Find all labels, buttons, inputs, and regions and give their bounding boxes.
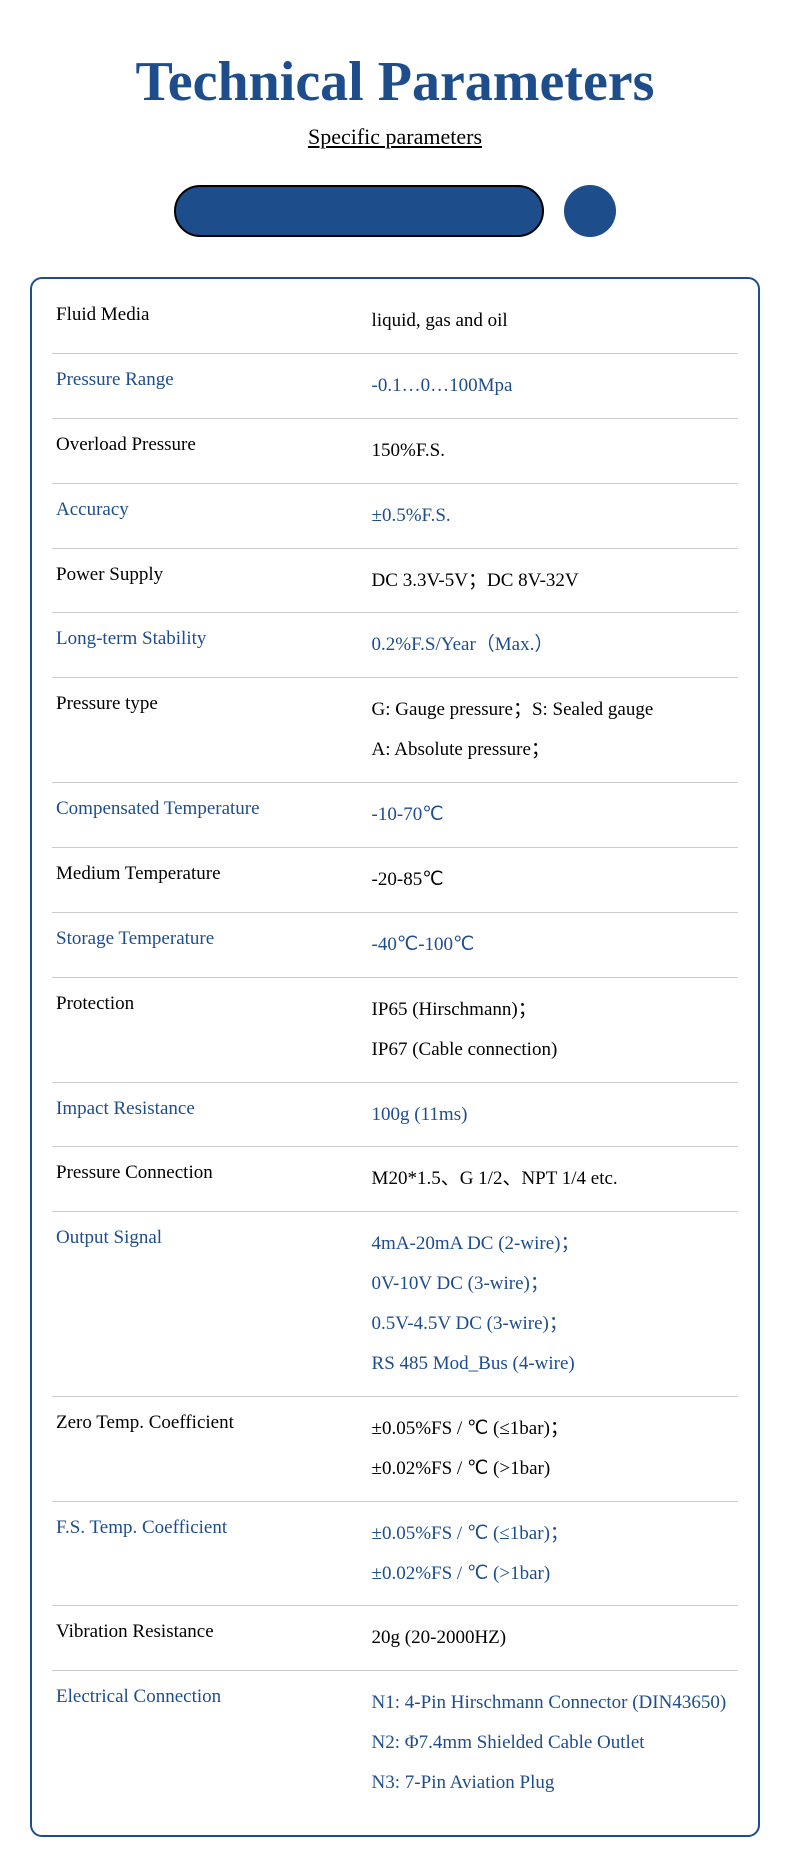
spec-table: Fluid Medialiquid, gas and oilPressure R… <box>52 289 738 1815</box>
subtitle: Specific parameters <box>0 124 790 150</box>
table-row: Output Signal4mA-20mA DC (2-wire)；0V-10V… <box>52 1212 738 1397</box>
decorator-circle <box>564 185 616 237</box>
spec-value: liquid, gas and oil <box>368 289 738 353</box>
page-title: Technical Parameters <box>0 50 790 114</box>
spec-label: Zero Temp. Coefficient <box>52 1396 368 1501</box>
spec-label: Pressure type <box>52 678 368 783</box>
table-row: F.S. Temp. Coefficient±0.05%FS / ℃ (≤1ba… <box>52 1501 738 1606</box>
spec-value: N1: 4-Pin Hirschmann Connector (DIN43650… <box>368 1671 738 1815</box>
spec-value: -10-70℃ <box>368 783 738 848</box>
spec-label: Output Signal <box>52 1212 368 1397</box>
spec-value: -20-85℃ <box>368 848 738 913</box>
table-row: Long-term Stability0.2%F.S/Year（Max.） <box>52 613 738 678</box>
spec-label: Accuracy <box>52 483 368 548</box>
spec-label: Pressure Range <box>52 353 368 418</box>
spec-label: Overload Pressure <box>52 418 368 483</box>
spec-label: Storage Temperature <box>52 912 368 977</box>
table-row: Power SupplyDC 3.3V-5V；DC 8V-32V <box>52 548 738 613</box>
spec-value: M20*1.5、G 1/2、NPT 1/4 etc. <box>368 1147 738 1212</box>
table-row: Pressure typeG: Gauge pressure；S: Sealed… <box>52 678 738 783</box>
spec-label: Vibration Resistance <box>52 1606 368 1671</box>
spec-value: 20g (20-2000HZ) <box>368 1606 738 1671</box>
spec-value: IP65 (Hirschmann)；IP67 (Cable connection… <box>368 977 738 1082</box>
table-row: Storage Temperature-40℃-100℃ <box>52 912 738 977</box>
spec-value: ±0.05%FS / ℃ (≤1bar)；±0.02%FS / ℃ (>1bar… <box>368 1396 738 1501</box>
spec-value: 0.2%F.S/Year（Max.） <box>368 613 738 678</box>
decorator-row <box>0 185 790 237</box>
spec-value: 100g (11ms) <box>368 1082 738 1147</box>
spec-value: G: Gauge pressure；S: Sealed gaugeA: Abso… <box>368 678 738 783</box>
table-row: Compensated Temperature-10-70℃ <box>52 783 738 848</box>
spec-value: 4mA-20mA DC (2-wire)；0V-10V DC (3-wire)；… <box>368 1212 738 1397</box>
spec-value: 150%F.S. <box>368 418 738 483</box>
spec-value: ±0.05%FS / ℃ (≤1bar)；±0.02%FS / ℃ (>1bar… <box>368 1501 738 1606</box>
spec-value: ±0.5%F.S. <box>368 483 738 548</box>
spec-value: -40℃-100℃ <box>368 912 738 977</box>
spec-label: Impact Resistance <box>52 1082 368 1147</box>
table-row: Electrical ConnectionN1: 4-Pin Hirschman… <box>52 1671 738 1815</box>
spec-value: -0.1…0…100Mpa <box>368 353 738 418</box>
table-row: Accuracy±0.5%F.S. <box>52 483 738 548</box>
table-row: Fluid Medialiquid, gas and oil <box>52 289 738 353</box>
spec-label: Medium Temperature <box>52 848 368 913</box>
table-row: Zero Temp. Coefficient±0.05%FS / ℃ (≤1ba… <box>52 1396 738 1501</box>
spec-value: DC 3.3V-5V；DC 8V-32V <box>368 548 738 613</box>
table-row: Impact Resistance100g (11ms) <box>52 1082 738 1147</box>
table-row: Overload Pressure150%F.S. <box>52 418 738 483</box>
table-row: Pressure Range-0.1…0…100Mpa <box>52 353 738 418</box>
table-row: Vibration Resistance20g (20-2000HZ) <box>52 1606 738 1671</box>
decorator-pill <box>174 185 544 237</box>
spec-label: Protection <box>52 977 368 1082</box>
table-row: Pressure ConnectionM20*1.5、G 1/2、NPT 1/4… <box>52 1147 738 1212</box>
table-row: Medium Temperature-20-85℃ <box>52 848 738 913</box>
spec-label: Power Supply <box>52 548 368 613</box>
table-row: ProtectionIP65 (Hirschmann)；IP67 (Cable … <box>52 977 738 1082</box>
spec-label: F.S. Temp. Coefficient <box>52 1501 368 1606</box>
spec-label: Compensated Temperature <box>52 783 368 848</box>
spec-table-container: Fluid Medialiquid, gas and oilPressure R… <box>30 277 760 1837</box>
spec-label: Electrical Connection <box>52 1671 368 1815</box>
spec-label: Fluid Media <box>52 289 368 353</box>
spec-label: Pressure Connection <box>52 1147 368 1212</box>
spec-label: Long-term Stability <box>52 613 368 678</box>
